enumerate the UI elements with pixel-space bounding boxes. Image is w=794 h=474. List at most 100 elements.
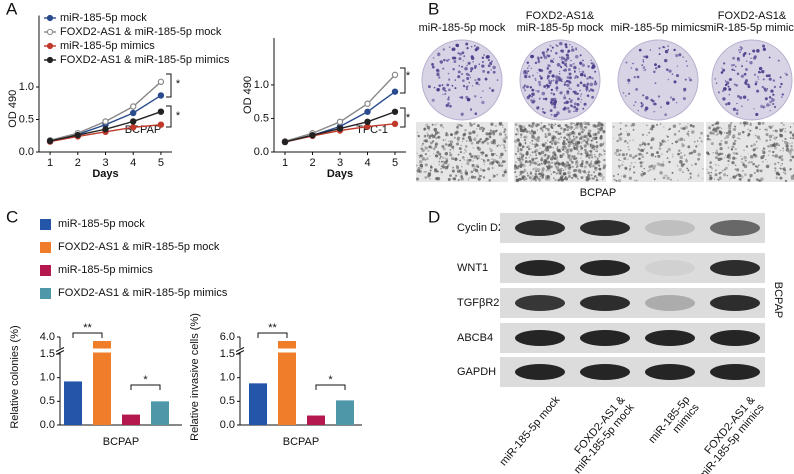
cell — [570, 128, 573, 130]
colony — [566, 76, 570, 79]
cell — [464, 169, 467, 172]
legend-label: miR-185-5p mimics — [60, 40, 155, 52]
cell — [784, 172, 787, 175]
colony — [474, 45, 476, 47]
cell — [676, 164, 679, 167]
cell — [754, 148, 756, 150]
cell — [425, 123, 429, 127]
cell — [424, 158, 427, 161]
cell — [678, 168, 682, 172]
cell — [418, 169, 422, 174]
cell — [749, 123, 753, 126]
cell — [769, 126, 772, 129]
cell — [718, 176, 722, 179]
cell — [587, 129, 592, 133]
cell — [584, 148, 587, 152]
cell — [649, 146, 653, 150]
colony — [650, 98, 654, 102]
blot-band — [580, 220, 630, 236]
axis-break-mark — [55, 347, 65, 355]
colony — [583, 102, 587, 106]
cell — [579, 124, 583, 128]
colony — [526, 70, 529, 73]
cell — [785, 138, 787, 141]
cell — [431, 123, 434, 126]
colony — [717, 91, 720, 94]
colony — [741, 65, 744, 68]
colony — [555, 44, 557, 46]
cell — [529, 160, 533, 165]
cell — [436, 150, 440, 154]
cell — [779, 133, 783, 138]
colony — [523, 89, 527, 92]
cell — [554, 123, 557, 126]
colony — [534, 61, 538, 65]
cell — [578, 146, 580, 148]
bar — [151, 401, 169, 425]
colony — [487, 64, 491, 68]
colony — [549, 109, 553, 113]
colony — [565, 53, 569, 57]
colony — [568, 97, 571, 101]
cell — [629, 164, 632, 167]
colony — [779, 85, 782, 89]
cell — [439, 123, 443, 127]
colony — [445, 103, 449, 108]
colony — [784, 72, 786, 74]
cell — [438, 157, 441, 160]
cell — [720, 139, 723, 142]
cell — [747, 153, 749, 155]
colony — [772, 102, 775, 106]
cell — [789, 158, 793, 162]
cell — [493, 174, 496, 178]
cell — [482, 159, 485, 162]
cell — [701, 177, 704, 179]
cell — [492, 174, 494, 176]
cell — [749, 155, 754, 159]
colony — [447, 98, 450, 101]
colony — [546, 87, 548, 90]
cell — [588, 165, 592, 168]
colony — [530, 54, 534, 59]
axis-break-mark — [235, 347, 245, 355]
data-point — [102, 126, 109, 133]
cell — [762, 151, 766, 155]
cell — [547, 155, 551, 158]
cell — [633, 166, 635, 168]
y-axis-label: OD 490 — [242, 76, 254, 114]
cell — [706, 134, 710, 138]
colony — [466, 47, 469, 50]
cell — [784, 140, 788, 145]
cell — [760, 155, 765, 159]
cell — [442, 139, 445, 142]
cell — [739, 177, 742, 181]
cell — [502, 126, 504, 128]
colony — [756, 49, 760, 53]
cell — [759, 179, 762, 182]
colony — [665, 68, 669, 71]
cell — [427, 149, 430, 152]
cell — [603, 142, 605, 144]
cell — [544, 160, 548, 164]
colony — [559, 56, 561, 58]
panel-label: B — [428, 0, 439, 18]
cell — [537, 151, 541, 155]
cell — [598, 172, 601, 176]
cell — [697, 152, 701, 157]
cell — [488, 179, 492, 182]
cell — [523, 138, 527, 142]
cell — [648, 128, 650, 130]
y-tick-label: 1.5 — [220, 348, 235, 360]
cell — [557, 149, 561, 153]
cell — [575, 166, 577, 169]
cell — [753, 153, 756, 157]
cell — [569, 148, 573, 152]
colony — [532, 74, 534, 77]
colony — [461, 65, 464, 68]
plate — [617, 39, 699, 121]
colony — [441, 84, 444, 87]
cell — [557, 146, 559, 148]
colony — [525, 71, 529, 75]
blot-band — [580, 330, 630, 346]
cell — [571, 177, 573, 180]
